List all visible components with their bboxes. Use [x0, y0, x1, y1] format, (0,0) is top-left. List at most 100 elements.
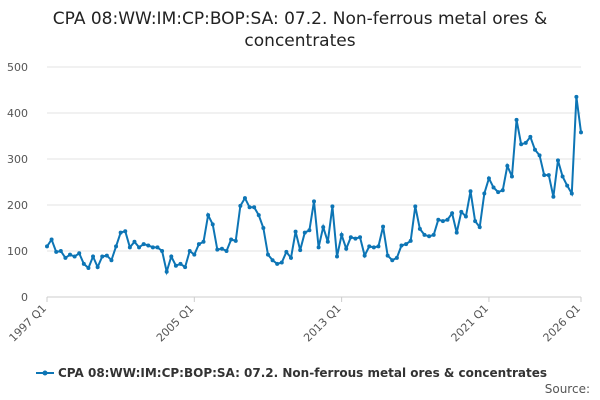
point — [427, 234, 432, 239]
point — [123, 229, 128, 234]
point — [261, 226, 266, 230]
point — [390, 258, 395, 263]
point — [68, 252, 73, 257]
point — [192, 252, 197, 257]
point — [302, 230, 307, 235]
point — [500, 188, 505, 193]
point — [160, 249, 165, 253]
point — [491, 185, 496, 190]
point — [339, 232, 344, 237]
point — [224, 249, 229, 253]
point — [58, 249, 63, 253]
point — [408, 238, 413, 243]
point — [482, 191, 487, 196]
point — [265, 252, 270, 257]
y-tick-label: 200 — [7, 199, 28, 212]
point — [371, 245, 376, 250]
point — [385, 253, 390, 258]
point — [293, 229, 298, 234]
source: Source: — [545, 382, 590, 396]
point — [54, 249, 59, 254]
point — [252, 205, 257, 210]
point — [178, 261, 183, 266]
point — [358, 235, 363, 240]
point — [270, 258, 275, 263]
point — [312, 199, 316, 204]
point — [505, 163, 510, 168]
point — [155, 245, 160, 250]
point — [514, 117, 519, 122]
point — [463, 214, 468, 219]
point — [560, 174, 565, 179]
point — [77, 251, 82, 256]
point — [187, 249, 192, 253]
point — [413, 204, 418, 209]
point — [95, 265, 100, 270]
point — [519, 142, 524, 147]
point — [394, 255, 399, 260]
chart-title: CPA 08:WW:IM:CP:BOP:SA: 07.2. Non-ferrou… — [52, 9, 548, 51]
point — [164, 269, 169, 274]
point — [229, 237, 234, 242]
point — [104, 253, 109, 258]
point — [555, 158, 560, 163]
point — [81, 261, 86, 266]
point — [477, 225, 482, 230]
point — [436, 217, 441, 222]
point — [321, 225, 326, 230]
point — [528, 134, 533, 139]
point — [344, 246, 349, 251]
point — [509, 174, 514, 179]
point — [569, 191, 574, 196]
x-tick-label: 1997 Q1 — [7, 302, 50, 345]
x-tick-label: 2026 Q1 — [541, 302, 584, 345]
point — [118, 230, 123, 235]
y-tick-label: 300 — [7, 153, 28, 166]
point — [440, 219, 445, 224]
point — [367, 244, 372, 249]
point — [100, 254, 105, 259]
point — [496, 190, 501, 195]
point — [542, 173, 547, 178]
point — [137, 245, 142, 250]
point — [132, 239, 137, 244]
y-tick-label: 0 — [21, 291, 28, 304]
point — [141, 242, 146, 247]
point — [579, 130, 583, 135]
x-tick-label: 2013 Q1 — [301, 302, 344, 345]
point — [210, 222, 215, 227]
point — [574, 94, 579, 99]
point — [362, 253, 367, 258]
point — [450, 211, 455, 216]
point — [173, 263, 178, 268]
point — [49, 237, 54, 242]
point — [288, 255, 293, 260]
point — [546, 173, 551, 178]
point — [284, 249, 289, 254]
point — [459, 209, 464, 214]
point — [473, 219, 478, 224]
point — [454, 230, 459, 235]
point — [127, 245, 132, 250]
point — [335, 254, 340, 259]
point — [279, 260, 284, 265]
point — [532, 147, 537, 152]
point — [565, 183, 570, 188]
point — [353, 236, 358, 241]
point — [275, 261, 280, 266]
y-tick-label: 100 — [7, 245, 28, 258]
point — [215, 247, 220, 252]
point — [348, 235, 353, 240]
legend-marker — [42, 370, 48, 376]
y-tick-label: 500 — [7, 61, 28, 74]
point — [169, 254, 174, 259]
point — [238, 203, 243, 208]
point — [183, 265, 188, 270]
point — [417, 226, 422, 231]
point — [330, 204, 335, 209]
point — [445, 217, 450, 222]
x-tick-label: 2005 Q1 — [154, 302, 197, 345]
point — [537, 153, 542, 158]
point — [422, 232, 427, 237]
